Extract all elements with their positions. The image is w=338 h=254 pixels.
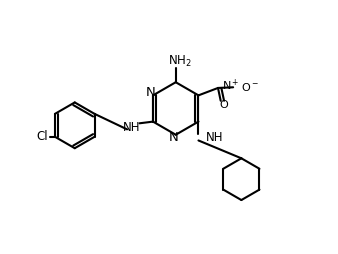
Text: NH: NH [206, 131, 223, 144]
Text: O: O [219, 100, 228, 110]
Text: N$^+$: N$^+$ [222, 78, 240, 93]
Text: Cl: Cl [36, 130, 48, 143]
Text: NH: NH [123, 121, 141, 134]
Text: O$^-$: O$^-$ [241, 81, 259, 93]
Text: NH$_2$: NH$_2$ [168, 54, 192, 69]
Text: N: N [169, 131, 178, 144]
Text: N: N [146, 86, 155, 99]
